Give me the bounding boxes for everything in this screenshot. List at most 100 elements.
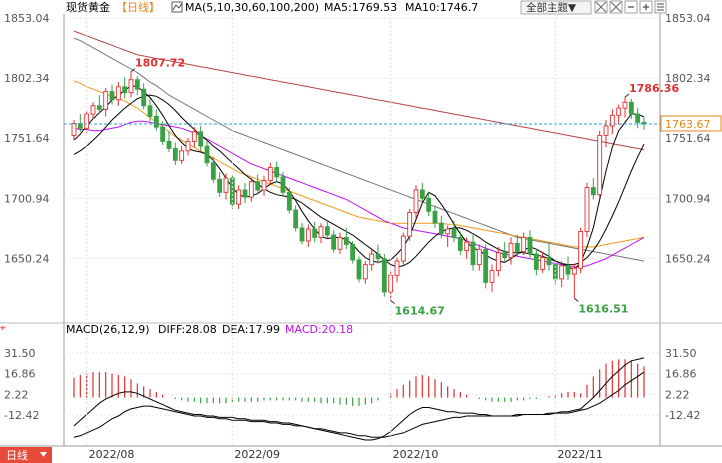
candle-body <box>464 241 470 251</box>
candle-body <box>451 228 457 238</box>
candle-body <box>305 228 311 242</box>
series-line-diff <box>73 357 645 441</box>
plus-icon[interactable] <box>639 0 653 14</box>
chart-title: 现货黄金 <box>66 0 110 14</box>
price-tick-right: 1853.04 <box>665 12 711 25</box>
candle-body <box>122 86 128 94</box>
candle-body <box>394 260 400 276</box>
candle-body <box>628 101 634 115</box>
annotation-label: 1614.67 <box>395 305 445 318</box>
candle <box>153 109 159 131</box>
candle-body <box>426 197 432 212</box>
candle-body <box>134 79 140 90</box>
candle <box>622 97 628 118</box>
date-tick: 2022/10 <box>393 448 439 461</box>
pane-toggle-icon[interactable]: ⌖ <box>0 323 6 334</box>
candle <box>451 220 457 243</box>
candle-body <box>128 79 134 94</box>
macd-params-label: MACD(26,12,9) <box>66 323 150 336</box>
candle-body <box>293 209 299 229</box>
candle-body <box>502 252 508 258</box>
candle <box>508 237 514 265</box>
candle-body <box>375 253 381 260</box>
series-line-ma200 <box>73 30 645 151</box>
candle-body <box>324 226 330 236</box>
candle-body <box>191 131 197 142</box>
candle <box>483 244 489 289</box>
date-tick: 2022/09 <box>234 448 280 461</box>
candle <box>305 224 311 247</box>
macd-tick-right: 2.22 <box>665 388 690 401</box>
compare-icon[interactable] <box>594 0 608 14</box>
candle <box>489 264 495 292</box>
candle <box>590 178 596 200</box>
candle-body <box>622 101 628 109</box>
candle-body <box>584 187 590 232</box>
candle-body <box>571 267 577 275</box>
candle <box>166 130 172 153</box>
macd-tick-left: 31.50 <box>4 347 36 360</box>
candle <box>356 256 362 283</box>
annotation-label: 1616.51 <box>578 302 628 315</box>
macd-tick-left: 16.86 <box>4 368 36 381</box>
minus-icon[interactable] <box>624 0 638 14</box>
candle-body <box>540 257 546 270</box>
price-tick-left: 1853.04 <box>4 12 50 25</box>
candle <box>400 232 406 265</box>
price-tick-left: 1802.34 <box>4 72 50 85</box>
candle-body <box>457 236 463 251</box>
candle-body <box>489 270 495 283</box>
macd-tick-right: 31.50 <box>665 347 697 360</box>
candle <box>242 182 248 203</box>
annotation-pointer <box>390 300 395 304</box>
candle <box>90 102 96 119</box>
candle-body <box>514 242 520 253</box>
candle-body <box>356 259 362 280</box>
chevron-down-icon <box>40 452 47 457</box>
candle <box>502 242 508 262</box>
candle-body <box>286 191 292 211</box>
candle-body <box>533 253 539 270</box>
candle-body <box>438 222 444 235</box>
candle-body <box>559 265 565 280</box>
candle-body <box>255 181 261 191</box>
crosshair-icon[interactable] <box>609 0 623 14</box>
candle <box>438 216 444 239</box>
candle <box>96 95 102 113</box>
candle-body <box>350 244 356 261</box>
candle-body <box>546 257 552 266</box>
ma10-readout: MA10:1746.7 <box>405 1 478 14</box>
candle <box>540 251 546 273</box>
macd-tick-right: -12.42 <box>665 409 700 422</box>
candle-body <box>299 227 305 242</box>
candle-body <box>318 226 324 238</box>
candle-body <box>103 91 109 110</box>
macd-readout: MACD:20.18 <box>285 323 353 336</box>
period-tab[interactable]: 日线 <box>0 447 52 463</box>
candle <box>616 104 622 125</box>
annotation-pointer <box>624 93 630 98</box>
settings-icon[interactable] <box>654 0 667 14</box>
macd-histogram <box>73 359 645 407</box>
candle-body <box>369 253 375 266</box>
candle <box>267 162 273 186</box>
candle <box>274 161 280 182</box>
price-tick-left: 1751.64 <box>4 132 50 145</box>
date-tick: 2022/08 <box>89 448 135 461</box>
candle <box>299 223 305 245</box>
theme-dropdown-button[interactable]: 全部主题▼ <box>520 0 592 15</box>
candle <box>546 242 552 271</box>
candle <box>280 172 286 196</box>
candle <box>635 108 641 129</box>
candle <box>603 120 609 148</box>
candle-body <box>413 189 419 213</box>
candle-body <box>407 212 413 237</box>
candle <box>571 263 577 299</box>
candle-body <box>508 242 514 258</box>
candle <box>191 127 197 148</box>
candle-body <box>261 180 267 191</box>
candle-body <box>470 241 476 266</box>
candle <box>122 77 128 99</box>
indicator-icon <box>171 1 183 13</box>
candle <box>350 240 356 264</box>
